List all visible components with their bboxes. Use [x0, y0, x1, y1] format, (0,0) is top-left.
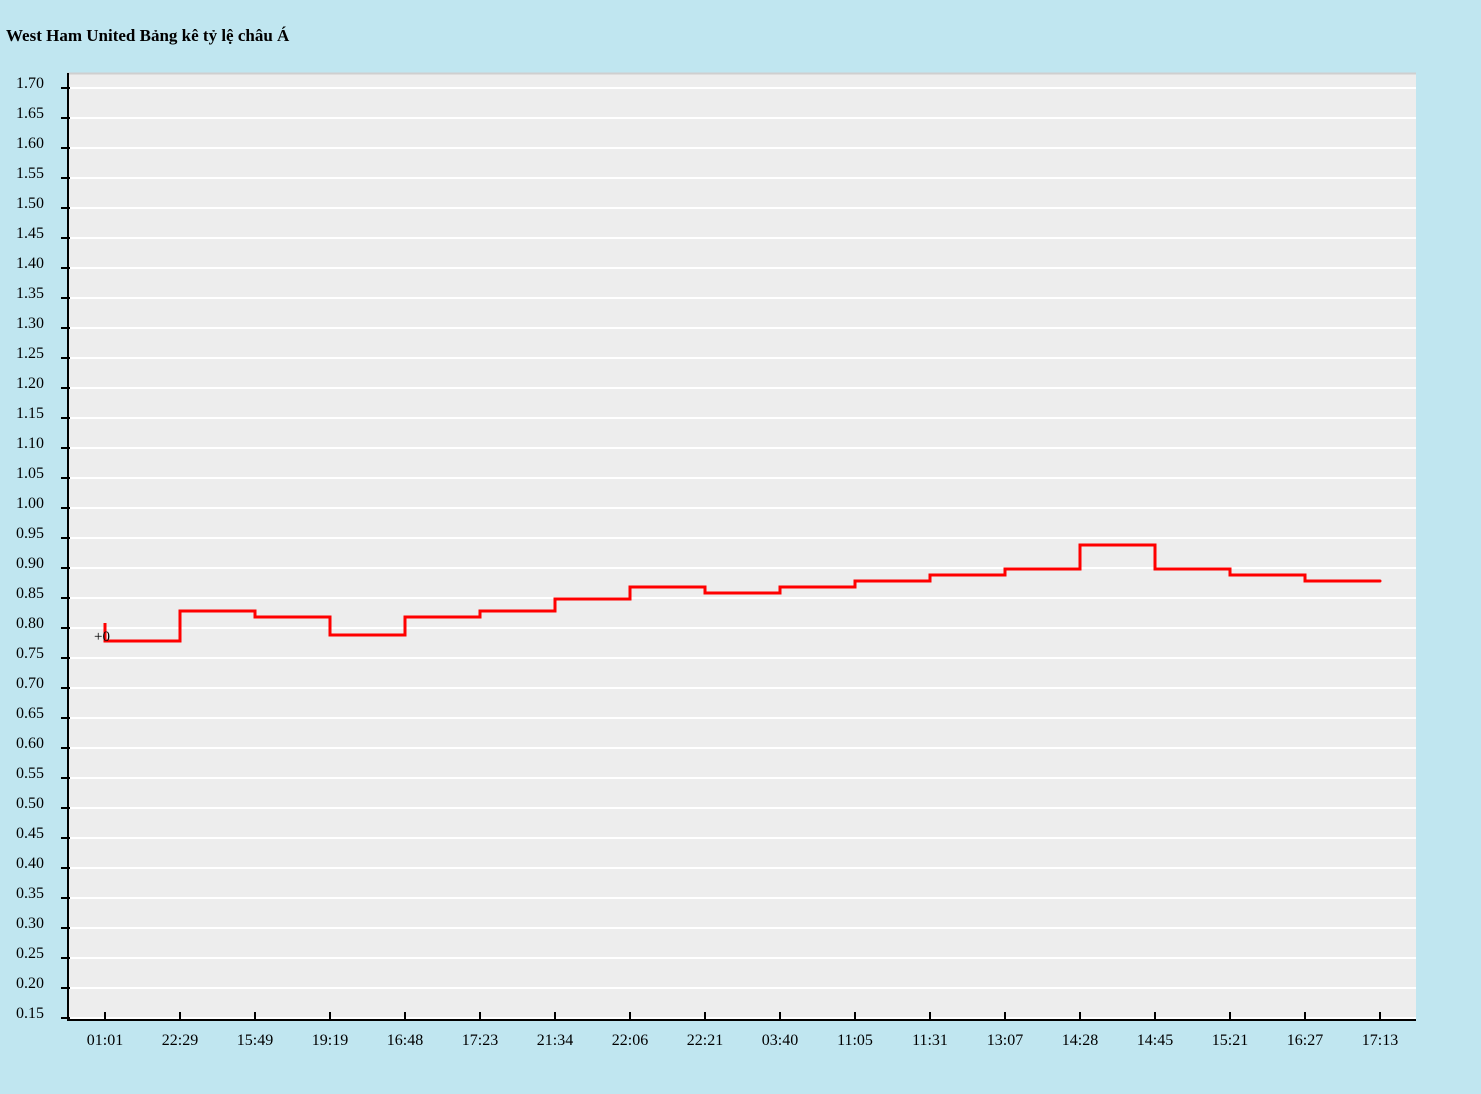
x-tick-label: 17:23: [462, 1032, 498, 1049]
data-point: [103, 639, 107, 643]
y-tick-label: 0.90: [16, 555, 44, 572]
x-tick-label: 16:48: [387, 1032, 423, 1049]
series: [103, 543, 1382, 643]
annotations: +0: [94, 629, 110, 645]
y-tick-label: 0.70: [16, 675, 44, 692]
data-point: [853, 579, 857, 583]
data-point: [703, 591, 707, 595]
y-tick-label: 0.75: [16, 645, 44, 662]
data-point: [553, 597, 557, 601]
data-point: [1003, 567, 1007, 571]
y-tick-label: 0.60: [16, 735, 44, 752]
data-point: [628, 585, 632, 589]
y-tick-label: 1.50: [16, 195, 44, 212]
y-tick-label: 1.30: [16, 315, 44, 332]
gridlines: [67, 72, 1416, 1019]
y-tick-label: 1.45: [16, 225, 44, 242]
x-tick-label: 21:34: [537, 1032, 573, 1049]
x-axis-ticks: 01:01 22:29 15:49 19:19 16:48 17:23 21:34 22:06…: [87, 1012, 1398, 1049]
y-tick-label: 0.95: [16, 525, 44, 542]
x-tick-label: 13:07: [987, 1032, 1023, 1049]
y-tick-label: 0.85: [16, 585, 44, 602]
y-tick-label: 1.20: [16, 375, 44, 392]
x-tick-label: 11:31: [912, 1032, 948, 1049]
data-point: [328, 633, 332, 637]
x-tick-label: 03:40: [762, 1032, 798, 1049]
data-point: [253, 615, 257, 619]
data-point: [178, 609, 182, 613]
chart-title: West Ham United Bảng kê tỷ lệ châu Á: [6, 26, 290, 45]
y-tick-label: 0.35: [16, 885, 44, 902]
y-tick-label: 0.55: [16, 765, 44, 782]
y-tick-label: 0.20: [16, 975, 44, 992]
y-tick-label: 0.15: [16, 1005, 44, 1022]
y-tick-label: 1.10: [16, 435, 44, 452]
x-tick-label: 14:45: [1137, 1032, 1173, 1049]
axes: [67, 73, 1416, 1021]
x-tick-label: 11:05: [837, 1032, 873, 1049]
data-point: [1153, 567, 1157, 571]
y-tick-label: 0.45: [16, 825, 44, 842]
data-point: [778, 585, 782, 589]
data-point: [403, 615, 407, 619]
y-tick-label: 1.05: [16, 465, 44, 482]
y-tick-label: 1.70: [16, 75, 44, 92]
y-tick-label: 1.25: [16, 345, 44, 362]
data-point: [1378, 579, 1382, 583]
y-tick-label: 0.30: [16, 915, 44, 932]
x-tick-label: 14:28: [1062, 1032, 1098, 1049]
y-tick-label: 1.15: [16, 405, 44, 422]
x-tick-label: 22:06: [612, 1032, 648, 1049]
x-tick-label: 15:21: [1212, 1032, 1248, 1049]
x-tick-label: 19:19: [312, 1032, 348, 1049]
x-tick-label: 15:49: [237, 1032, 273, 1049]
x-tick-label: 22:29: [162, 1032, 198, 1049]
y-tick-label: 1.40: [16, 255, 44, 272]
y-tick-label: 1.35: [16, 285, 44, 302]
y-tick-label: 1.65: [16, 105, 44, 122]
x-tick-label: 17:13: [1362, 1032, 1398, 1049]
y-tick-label: 0.50: [16, 795, 44, 812]
y-tick-label: 0.80: [16, 615, 44, 632]
y-tick-label: 1.00: [16, 495, 44, 512]
y-tick-label: 1.55: [16, 165, 44, 182]
y-tick-label: 1.60: [16, 135, 44, 152]
data-point: [928, 573, 932, 577]
data-point: [1228, 573, 1232, 577]
y-tick-label: 0.65: [16, 705, 44, 722]
y-tick-label: 0.25: [16, 945, 44, 962]
plot-background: [67, 73, 1416, 1020]
data-point: [1078, 543, 1082, 547]
y-axis-ticks: 0.15 0.20 0.25 0.30 0.35 0.40 0.45 0.50 0.55 0.60…: [16, 75, 70, 1022]
x-tick-label: 22:21: [687, 1032, 723, 1049]
x-tick-label: 16:27: [1287, 1032, 1323, 1049]
data-point: [478, 609, 482, 613]
y-tick-label: 0.40: [16, 855, 44, 872]
x-tick-label: 01:01: [87, 1032, 123, 1049]
annotation-label: +0: [94, 629, 110, 645]
data-point: [1303, 579, 1307, 583]
